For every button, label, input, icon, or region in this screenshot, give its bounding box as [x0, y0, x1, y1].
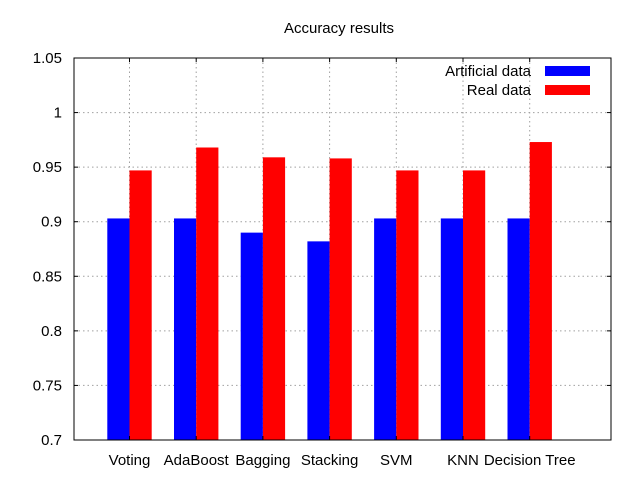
legend: Artificial data Real data [445, 63, 590, 99]
y-tick-label: 0.7 [41, 432, 62, 449]
y-tick-label: 0.85 [33, 268, 62, 285]
legend-label: Artificial data [445, 63, 532, 80]
y-tick-label: 0.9 [41, 214, 62, 231]
x-tick-label: Bagging [235, 452, 290, 469]
chart-title: Accuracy results [284, 20, 394, 37]
bar-real [196, 147, 219, 441]
bar-artificial [507, 218, 530, 440]
bar-real [129, 170, 152, 440]
bar-artificial [107, 218, 130, 440]
x-tick-label: AdaBoost [164, 452, 230, 469]
bar-real [262, 157, 286, 440]
bar-artificial [374, 218, 397, 440]
y-tick-label: 1 [54, 105, 62, 122]
legend-swatch [545, 85, 590, 95]
bar-artificial [440, 218, 463, 440]
bar-artificial [240, 232, 263, 440]
x-tick-label: Voting [109, 452, 151, 469]
plot-border [73, 57, 612, 441]
axes: 0.7 0.75 0.8 0.85 0.9 0.95 1 1.05 Voting AdaBoost… [33, 50, 612, 469]
x-tick-label: Decision Tree [484, 452, 576, 469]
y-tick-label: 0.75 [33, 377, 62, 394]
y-tick-label: 1.05 [33, 50, 62, 67]
bar-real [529, 142, 552, 441]
bar-real [329, 158, 352, 440]
grid-lines [74, 58, 611, 440]
legend-label: Real data [467, 82, 532, 99]
bar-real [396, 170, 419, 440]
y-tick-label: 0.95 [33, 159, 62, 176]
bar-real [463, 170, 486, 440]
x-tick-label: SVM [380, 452, 413, 469]
y-tick-label: 0.8 [41, 323, 62, 340]
x-tick-label: KNN [447, 452, 479, 469]
x-tick-label: Stacking [301, 452, 359, 469]
bar-artificial [307, 241, 330, 440]
legend-swatch [545, 66, 590, 76]
bars [107, 142, 552, 441]
bar-artificial [174, 218, 197, 440]
